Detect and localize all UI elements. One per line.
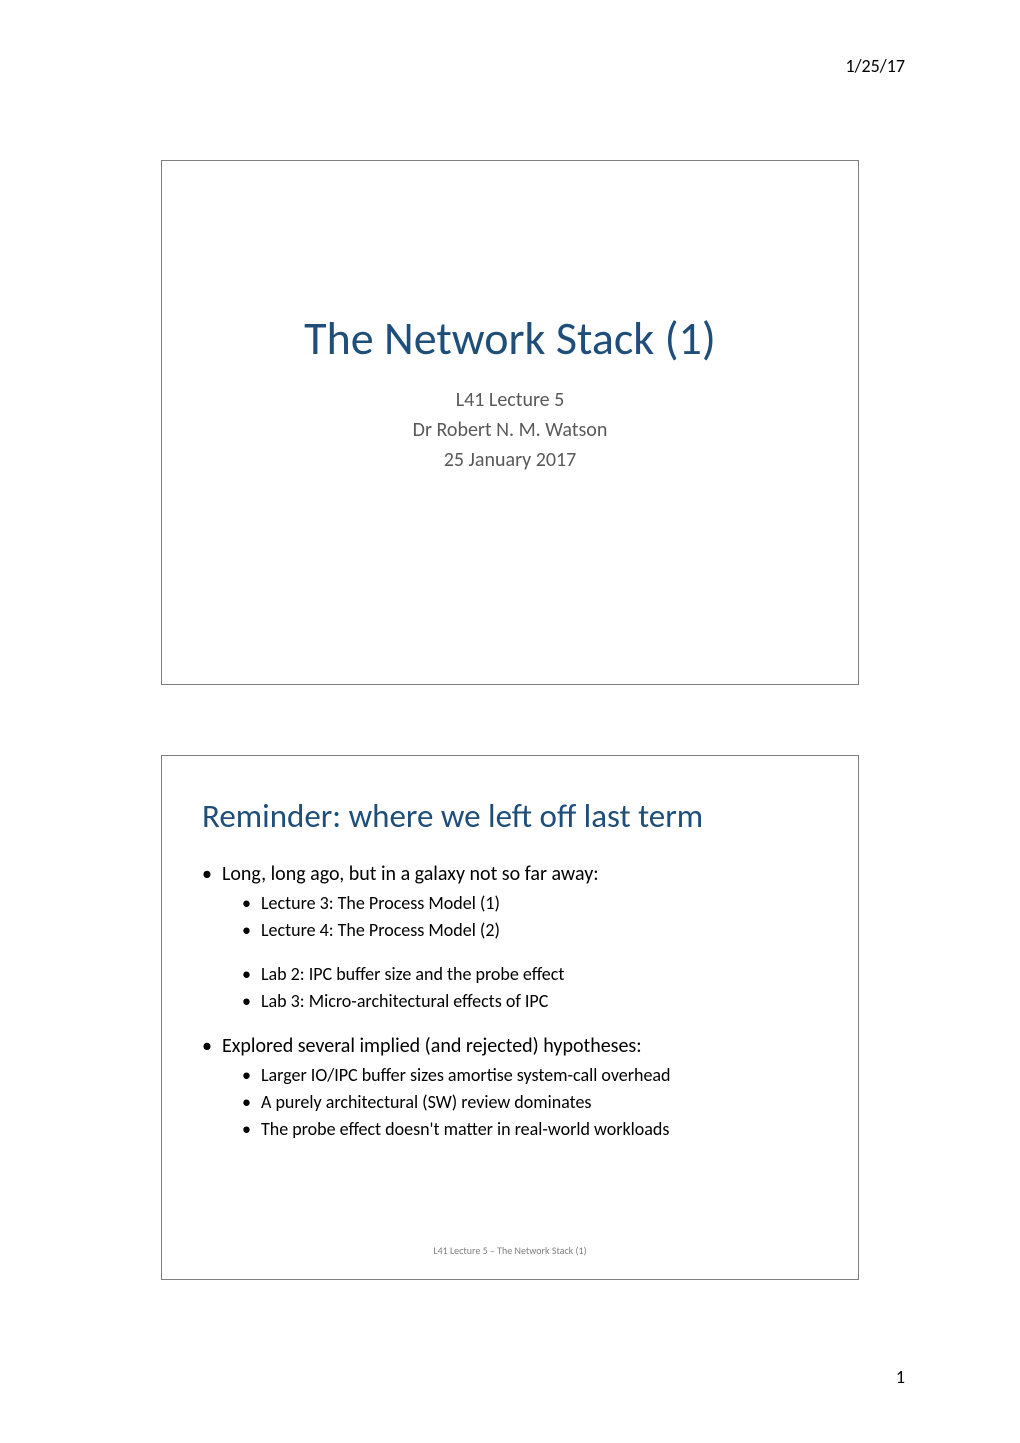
bullet-main-2: Explored several implied (and rejected) … xyxy=(202,1034,818,1058)
bullet-sub-1-2: Lecture 4: The Process Model (2) xyxy=(242,919,818,941)
bullet-sub-1-3-text: Lab 2: IPC buffer size and the probe eff… xyxy=(261,963,564,985)
bullet-sub-2-3-text: The probe effect doesn't matter in real-… xyxy=(261,1118,669,1140)
slide-1-subtitle-2: Dr Robert N. M. Watson xyxy=(202,415,818,445)
bullet-sub-1-3: Lab 2: IPC buffer size and the probe eff… xyxy=(242,963,818,985)
bullet-main-1-text: Long, long ago, but in a galaxy not so f… xyxy=(222,862,599,886)
slide-1-subtitle-1: L41 Lecture 5 xyxy=(202,385,818,415)
bullet-main-1: Long, long ago, but in a galaxy not so f… xyxy=(202,862,818,886)
page-number: 1 xyxy=(896,1366,905,1388)
bullet-sub-1-4-text: Lab 3: Micro-architectural effects of IP… xyxy=(261,990,548,1012)
bullet-sub-1-1-text: Lecture 3: The Process Model (1) xyxy=(261,892,500,914)
bullet-main-2-text: Explored several implied (and rejected) … xyxy=(222,1034,642,1058)
bullet-sub-2-2-text: A purely architectural (SW) review domin… xyxy=(261,1091,592,1113)
slide-1: The Network Stack (1) L41 Lecture 5 Dr R… xyxy=(161,160,859,685)
bullet-sub-2-1: Larger IO/IPC buffer sizes amortise syst… xyxy=(242,1064,818,1086)
bullet-sub-1-1: Lecture 3: The Process Model (1) xyxy=(242,892,818,914)
bullet-block-1: Long, long ago, but in a galaxy not so f… xyxy=(202,862,818,1012)
bullet-sub-2-1-text: Larger IO/IPC buffer sizes amortise syst… xyxy=(261,1064,671,1086)
slide-2: Reminder: where we left off last term Lo… xyxy=(161,755,859,1280)
bullet-sub-1-2-text: Lecture 4: The Process Model (2) xyxy=(261,919,500,941)
page-container: 1/25/17 The Network Stack (1) L41 Lectur… xyxy=(0,0,1020,1443)
slide-1-title: The Network Stack (1) xyxy=(202,311,818,367)
date-header: 1/25/17 xyxy=(845,55,905,77)
slide-2-footer: L41 Lecture 5 – The Network Stack (1) xyxy=(162,1244,858,1257)
slide-2-title: Reminder: where we left off last term xyxy=(202,796,818,836)
bullet-block-2: Explored several implied (and rejected) … xyxy=(202,1034,818,1140)
bullet-sub-1-4: Lab 3: Micro-architectural effects of IP… xyxy=(242,990,818,1012)
slide-1-subtitle-3: 25 January 2017 xyxy=(202,445,818,475)
bullet-sub-2-2: A purely architectural (SW) review domin… xyxy=(242,1091,818,1113)
bullet-sub-2-3: The probe effect doesn't matter in real-… xyxy=(242,1118,818,1140)
